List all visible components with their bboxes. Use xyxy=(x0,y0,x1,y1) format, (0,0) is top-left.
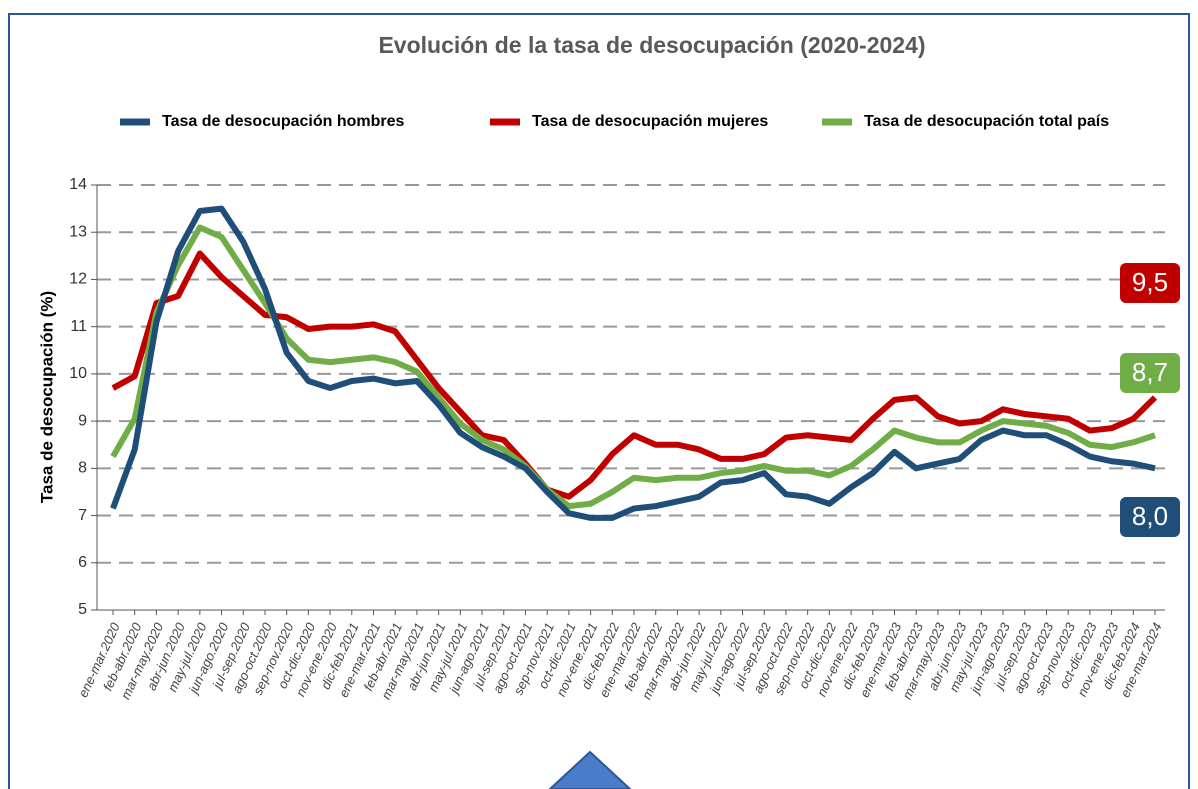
series-line xyxy=(111,250,1158,500)
end-label: 9,5 xyxy=(1132,267,1168,297)
series-line xyxy=(110,205,1156,521)
y-tick-label: 12 xyxy=(69,271,87,288)
legend-label: Tasa de desocupación hombres xyxy=(162,113,405,130)
end-label-box xyxy=(1120,497,1180,537)
y-tick-label: 9 xyxy=(78,412,87,429)
y-axis-label: Tasa de desocupación (%) xyxy=(37,291,56,503)
end-label-box xyxy=(1120,263,1180,303)
y-tick-label: 7 xyxy=(78,507,87,524)
frame xyxy=(8,13,1190,789)
chart-title: Evolución de la tasa de desocupación (20… xyxy=(378,32,925,58)
y-tick-label: 6 xyxy=(78,554,87,571)
y-tick-label: 10 xyxy=(69,365,87,382)
y-tick-label: 5 xyxy=(78,601,87,618)
decor-triangle xyxy=(548,750,632,789)
y-tick-label: 14 xyxy=(69,176,87,193)
end-label-box xyxy=(1120,353,1180,393)
y-tick-label: 8 xyxy=(78,460,87,477)
legend-label: Tasa de desocupación mujeres xyxy=(532,113,768,130)
series-line xyxy=(110,224,1156,510)
end-label: 8,0 xyxy=(1132,501,1168,531)
legend-label: Tasa de desocupación total país xyxy=(864,113,1109,130)
end-label: 8,7 xyxy=(1132,357,1168,387)
y-tick-label: 11 xyxy=(70,318,87,335)
y-tick-label: 13 xyxy=(69,223,87,240)
